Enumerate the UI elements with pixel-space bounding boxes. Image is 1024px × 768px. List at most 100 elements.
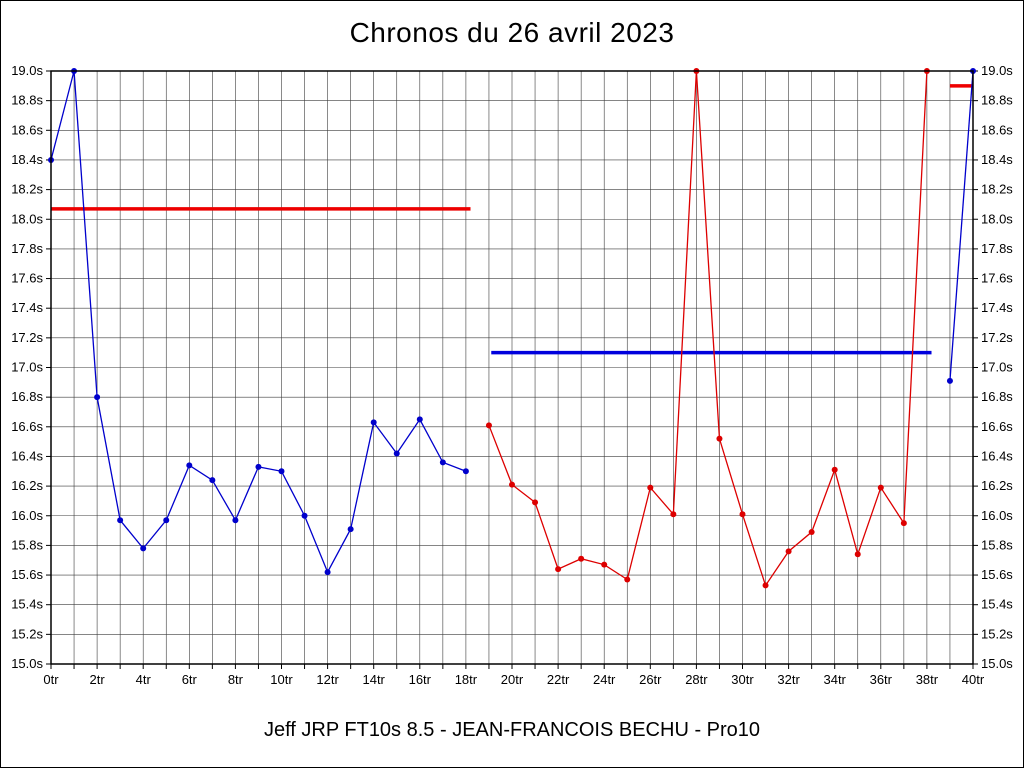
series-run1-blue	[48, 68, 469, 576]
chart-title: Chronos du 26 avril 2023	[349, 17, 675, 48]
svg-text:17.6s: 17.6s	[981, 271, 1013, 286]
svg-text:18.8s: 18.8s	[981, 93, 1013, 108]
svg-text:28tr: 28tr	[685, 672, 708, 687]
svg-text:17.4s: 17.4s	[981, 300, 1013, 315]
data-point	[808, 529, 815, 536]
data-point	[278, 468, 285, 475]
data-point	[716, 435, 723, 442]
svg-text:32tr: 32tr	[777, 672, 800, 687]
svg-text:17.2s: 17.2s	[11, 330, 43, 345]
data-point	[485, 422, 492, 429]
svg-text:15.2s: 15.2s	[11, 626, 43, 641]
svg-text:15.6s: 15.6s	[981, 567, 1013, 582]
data-point	[94, 394, 101, 401]
data-point	[946, 377, 953, 384]
svg-text:16tr: 16tr	[409, 672, 432, 687]
data-point	[670, 511, 677, 518]
svg-text:4tr: 4tr	[136, 672, 152, 687]
svg-text:0tr: 0tr	[43, 672, 59, 687]
svg-text:20tr: 20tr	[501, 672, 524, 687]
data-point	[785, 548, 792, 555]
svg-text:16.0s: 16.0s	[981, 508, 1013, 523]
series-run3-blue-line	[949, 70, 974, 381]
svg-text:15.8s: 15.8s	[981, 537, 1013, 552]
svg-text:16.4s: 16.4s	[981, 448, 1013, 463]
svg-text:26tr: 26tr	[639, 672, 662, 687]
svg-text:18.6s: 18.6s	[981, 122, 1013, 137]
data-point	[117, 517, 124, 524]
y-axis-labels-left: 15.0s 15.2s 15.4s 15.6s 15.8s 16.0s 16.2s 16.4s…	[11, 63, 43, 671]
svg-text:18.4s: 18.4s	[11, 152, 43, 167]
svg-text:18tr: 18tr	[455, 672, 478, 687]
svg-text:18.6s: 18.6s	[11, 122, 43, 137]
data-point	[393, 450, 400, 457]
series-run3-blue	[946, 68, 976, 384]
svg-text:15.0s: 15.0s	[981, 656, 1013, 671]
svg-text:18.8s: 18.8s	[11, 93, 43, 108]
data-point	[255, 463, 262, 470]
svg-text:18.2s: 18.2s	[11, 182, 43, 197]
data-point	[854, 551, 861, 558]
data-point	[647, 484, 654, 491]
svg-text:16.2s: 16.2s	[11, 478, 43, 493]
svg-text:15.0s: 15.0s	[11, 656, 43, 671]
series-run2-red	[485, 68, 930, 589]
svg-text:38tr: 38tr	[916, 672, 939, 687]
data-point	[831, 466, 838, 473]
data-point	[232, 517, 239, 524]
data-point	[163, 517, 170, 524]
svg-text:10tr: 10tr	[270, 672, 293, 687]
series-run2-red-line	[488, 70, 928, 587]
data-point	[877, 484, 884, 491]
data-point	[578, 555, 585, 562]
svg-text:16.8s: 16.8s	[981, 389, 1013, 404]
grid-lines	[50, 70, 974, 665]
svg-text:16.0s: 16.0s	[11, 508, 43, 523]
svg-text:6tr: 6tr	[182, 672, 198, 687]
svg-text:15.4s: 15.4s	[981, 597, 1013, 612]
svg-text:8tr: 8tr	[228, 672, 244, 687]
svg-text:19.0s: 19.0s	[11, 63, 43, 78]
data-point	[532, 499, 539, 506]
data-point	[462, 468, 469, 475]
chart-footer: Jeff JRP FT10s 8.5 - JEAN-FRANCOIS BECHU…	[263, 719, 761, 741]
data-point	[555, 566, 562, 573]
svg-text:22tr: 22tr	[547, 672, 570, 687]
svg-text:16.8s: 16.8s	[11, 389, 43, 404]
svg-text:30tr: 30tr	[731, 672, 754, 687]
svg-text:17.8s: 17.8s	[11, 241, 43, 256]
y-axis-labels-right: 15.0s 15.2s 15.4s 15.6s 15.8s 16.0s 16.2s 16.4s…	[981, 63, 1013, 671]
data-point	[370, 419, 377, 426]
svg-text:16.4s: 16.4s	[11, 448, 43, 463]
svg-text:24tr: 24tr	[593, 672, 616, 687]
svg-text:14tr: 14tr	[362, 672, 385, 687]
data-point	[347, 526, 354, 533]
data-point	[739, 511, 746, 518]
data-point	[416, 416, 423, 423]
data-point	[900, 520, 907, 527]
data-point	[762, 582, 769, 589]
svg-text:2tr: 2tr	[90, 672, 106, 687]
svg-text:18.4s: 18.4s	[981, 152, 1013, 167]
svg-text:17.2s: 17.2s	[981, 330, 1013, 345]
svg-text:15.8s: 15.8s	[11, 537, 43, 552]
svg-text:40tr: 40tr	[962, 672, 985, 687]
svg-text:18.0s: 18.0s	[11, 211, 43, 226]
svg-text:15.4s: 15.4s	[11, 597, 43, 612]
data-point	[186, 462, 193, 469]
svg-text:34tr: 34tr	[823, 672, 846, 687]
svg-text:12tr: 12tr	[316, 672, 339, 687]
svg-text:16.6s: 16.6s	[981, 419, 1013, 434]
svg-text:18.0s: 18.0s	[981, 211, 1013, 226]
svg-text:15.6s: 15.6s	[11, 567, 43, 582]
data-point	[209, 477, 216, 484]
data-point	[509, 481, 515, 488]
svg-text:19.0s: 19.0s	[981, 63, 1013, 78]
svg-text:17.4s: 17.4s	[11, 300, 43, 315]
data-point	[324, 569, 331, 576]
data-point	[301, 512, 308, 519]
svg-text:15.2s: 15.2s	[981, 626, 1013, 641]
data-point	[439, 459, 446, 466]
